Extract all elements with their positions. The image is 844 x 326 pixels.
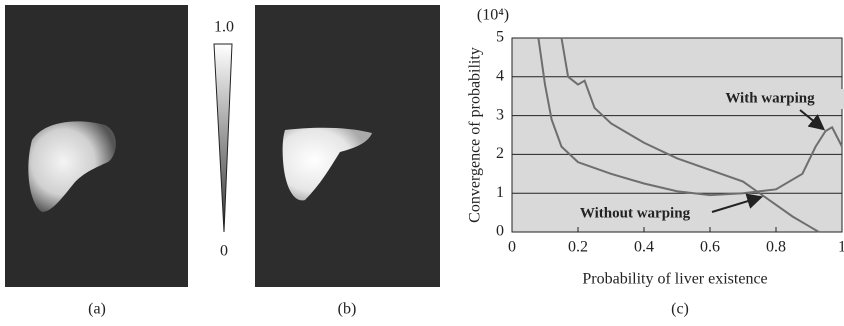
plot-background (512, 38, 842, 232)
y-tick-label: 2 (496, 145, 504, 162)
x-tick-label: 0.4 (634, 239, 654, 256)
x-tick-label: 1 (838, 239, 844, 256)
y-axis-label: Convergence of probability (467, 47, 484, 223)
x-tick-label: 0.2 (568, 239, 588, 256)
x-tick-label: 0 (508, 239, 516, 256)
colorbar (214, 44, 232, 232)
y-tick-label: 1 (496, 184, 504, 201)
legend-label: Without warping (580, 205, 691, 221)
x-tick-label: 0.8 (766, 239, 786, 256)
y-tick-label: 5 (496, 29, 504, 46)
unit-label: (10⁴) (477, 7, 509, 24)
panel-label: (c) (671, 301, 689, 318)
y-tick-label: 4 (496, 67, 504, 84)
colorbar-min: 0 (220, 243, 228, 260)
y-tick-label: 3 (496, 106, 504, 123)
figure: (a) 1.0 0 (b) (10⁴) Convergence of proba… (0, 0, 844, 326)
panel-label: (b) (338, 301, 357, 318)
x-axis-label: Probability of liver existence (582, 271, 767, 288)
colorbar-max: 1.0 (214, 19, 234, 36)
x-tick-label: 0.6 (700, 239, 720, 256)
y-tick-label: 0 (496, 223, 504, 240)
legend-label: With warping (725, 90, 815, 106)
panel-label: (a) (88, 301, 106, 318)
